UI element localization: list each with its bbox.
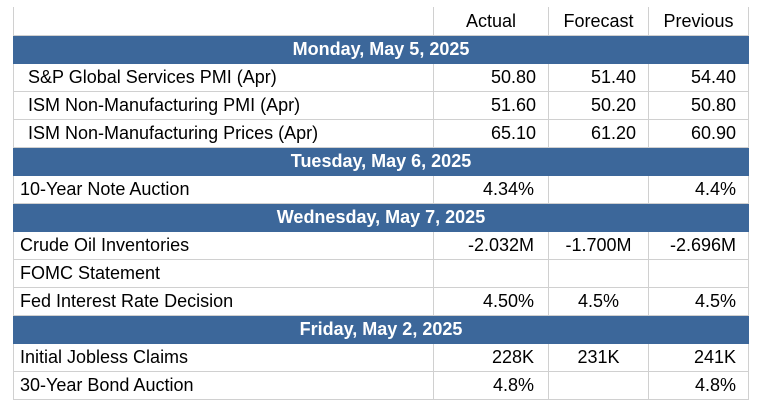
actual-value: 4.8% — [433, 371, 549, 400]
event-name: Initial Jobless Claims — [13, 343, 434, 372]
table-row: Crude Oil Inventories -2.032M -1.700M -2… — [13, 231, 749, 260]
event-name: ISM Non-Manufacturing PMI (Apr) — [13, 91, 434, 120]
economic-calendar-table: Actual Forecast Previous Monday, May 5, … — [13, 7, 749, 400]
actual-value: 228K — [433, 343, 549, 372]
event-name: Fed Interest Rate Decision — [13, 287, 434, 316]
actual-value: 4.34% — [433, 175, 549, 204]
table-row: 10-Year Note Auction 4.34% 4.4% — [13, 175, 749, 204]
column-header-row: Actual Forecast Previous — [13, 7, 749, 36]
event-name: 10-Year Note Auction — [13, 175, 434, 204]
table-row: FOMC Statement — [13, 259, 749, 288]
date-header-friday: Friday, May 2, 2025 — [13, 315, 749, 344]
date-header-tuesday: Tuesday, May 6, 2025 — [13, 147, 749, 176]
date-header-label: Wednesday, May 7, 2025 — [13, 203, 749, 232]
forecast-value — [548, 259, 649, 288]
event-name: ISM Non-Manufacturing Prices (Apr) — [13, 119, 434, 148]
actual-value: 4.50% — [433, 287, 549, 316]
actual-value: 51.60 — [433, 91, 549, 120]
previous-value: 54.40 — [648, 63, 749, 92]
table-row: ISM Non-Manufacturing Prices (Apr) 65.10… — [13, 119, 749, 148]
table-row: Initial Jobless Claims 228K 231K 241K — [13, 343, 749, 372]
forecast-value: 61.20 — [548, 119, 649, 148]
date-header-label: Monday, May 5, 2025 — [13, 35, 749, 64]
actual-value: 65.10 — [433, 119, 549, 148]
event-name: FOMC Statement — [13, 259, 434, 288]
forecast-value — [548, 175, 649, 204]
forecast-value: 51.40 — [548, 63, 649, 92]
actual-value: -2.032M — [433, 231, 549, 260]
previous-value — [648, 259, 749, 288]
column-header-previous: Previous — [648, 7, 749, 36]
forecast-value: -1.700M — [548, 231, 649, 260]
forecast-value: 4.5% — [548, 287, 649, 316]
previous-value: 50.80 — [648, 91, 749, 120]
date-header-label: Tuesday, May 6, 2025 — [13, 147, 749, 176]
event-name: Crude Oil Inventories — [13, 231, 434, 260]
forecast-value: 50.20 — [548, 91, 649, 120]
actual-value — [433, 259, 549, 288]
table-row: Fed Interest Rate Decision 4.50% 4.5% 4.… — [13, 287, 749, 316]
column-header-event — [13, 7, 434, 36]
previous-value: 60.90 — [648, 119, 749, 148]
date-header-wednesday: Wednesday, May 7, 2025 — [13, 203, 749, 232]
column-header-forecast: Forecast — [548, 7, 649, 36]
date-header-label: Friday, May 2, 2025 — [13, 315, 749, 344]
previous-value: 4.5% — [648, 287, 749, 316]
economic-calendar: Actual Forecast Previous Monday, May 5, … — [13, 7, 749, 400]
actual-value: 50.80 — [433, 63, 549, 92]
forecast-value: 231K — [548, 343, 649, 372]
previous-value: 241K — [648, 343, 749, 372]
event-name: S&P Global Services PMI (Apr) — [13, 63, 434, 92]
table-row: ISM Non-Manufacturing PMI (Apr) 51.60 50… — [13, 91, 749, 120]
date-header-monday: Monday, May 5, 2025 — [13, 35, 749, 64]
forecast-value — [548, 371, 649, 400]
previous-value: 4.8% — [648, 371, 749, 400]
event-name: 30-Year Bond Auction — [13, 371, 434, 400]
previous-value: -2.696M — [648, 231, 749, 260]
column-header-actual: Actual — [433, 7, 549, 36]
previous-value: 4.4% — [648, 175, 749, 204]
table-row: S&P Global Services PMI (Apr) 50.80 51.4… — [13, 63, 749, 92]
table-row: 30-Year Bond Auction 4.8% 4.8% — [13, 371, 749, 400]
